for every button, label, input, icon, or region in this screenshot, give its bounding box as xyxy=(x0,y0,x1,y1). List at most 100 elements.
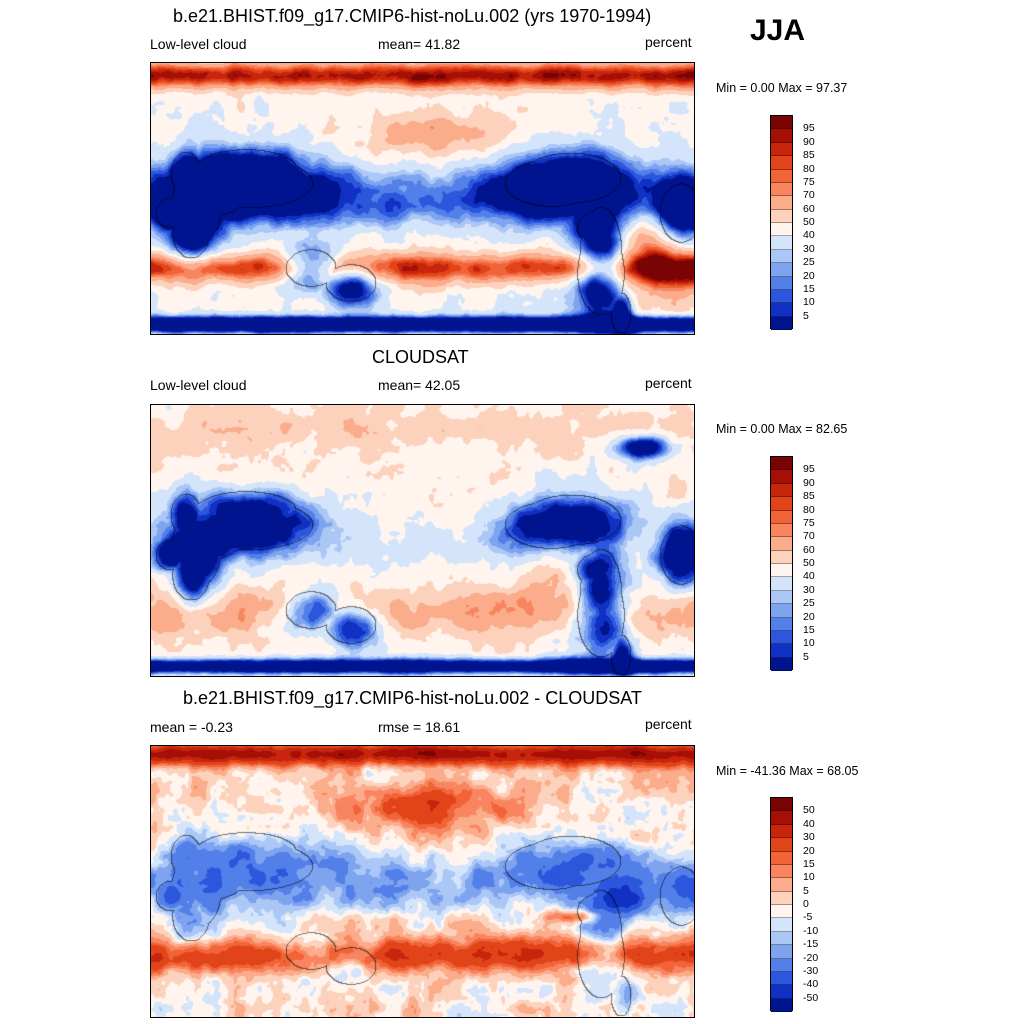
colorbar-tick-label: 80 xyxy=(803,162,815,175)
colorbar-swatch xyxy=(771,457,792,471)
colorbar-tick-label: 15 xyxy=(803,623,815,636)
colorbar-swatch xyxy=(771,918,792,932)
panel-3-minmax: Min = -41.36 Max = 68.05 xyxy=(716,764,859,778)
colorbar-swatch xyxy=(771,236,792,250)
colorbar-tick-label: 5 xyxy=(803,650,809,663)
colorbar-swatch xyxy=(771,604,792,618)
colorbar-swatch xyxy=(771,824,792,839)
season-label: JJA xyxy=(750,14,806,47)
colorbar-swatch xyxy=(771,590,792,605)
panel-2-title: CLOUDSAT xyxy=(372,347,469,367)
panel-2-minmax: Min = 0.00 Max = 82.65 xyxy=(716,422,848,436)
colorbar-tick-label: -50 xyxy=(803,991,819,1004)
colorbar-tick-label: 75 xyxy=(803,175,815,188)
colorbar-tick-label: 15 xyxy=(803,282,815,295)
colorbar-swatch xyxy=(771,905,792,919)
colorbar-tick-label: 50 xyxy=(803,804,815,817)
colorbar-swatch xyxy=(771,497,792,511)
colorbar-tick-label: 80 xyxy=(803,503,815,516)
panel-1-units-label: percent xyxy=(645,34,692,50)
colorbar-tick-label: 30 xyxy=(803,242,815,255)
colorbar-tick-label: 10 xyxy=(803,637,815,650)
cloud-field xyxy=(151,746,694,1017)
colorbar-tick-label: 25 xyxy=(803,256,815,269)
panel-2-mean-label: mean= 42.05 xyxy=(378,377,461,393)
colorbar-tick-label: 50 xyxy=(803,557,815,569)
colorbar-swatch xyxy=(771,483,792,498)
panel-3-mean-label: mean = -0.23 xyxy=(150,719,233,735)
cloud-field xyxy=(151,63,694,334)
colorbar-tick-label: 75 xyxy=(803,516,815,529)
colorbar-swatch xyxy=(771,864,792,879)
colorbar-swatch xyxy=(771,577,792,591)
panel-3-colorbar xyxy=(770,797,793,1012)
colorbar-swatch xyxy=(771,838,792,852)
colorbar-tick-label: 15 xyxy=(803,857,815,870)
colorbar-tick-label: 10 xyxy=(803,296,815,309)
colorbar-tick-label: 20 xyxy=(803,269,815,282)
colorbar-tick-label: 20 xyxy=(803,610,815,623)
colorbar-tick-label: 95 xyxy=(803,463,815,476)
colorbar-tick-label: 5 xyxy=(803,884,809,897)
panel-3-units-label: percent xyxy=(645,716,692,732)
colorbar-tick-label: -40 xyxy=(803,978,819,991)
colorbar-tick-label: -10 xyxy=(803,924,819,937)
colorbar-swatch xyxy=(771,958,792,972)
colorbar-tick-label: 95 xyxy=(803,122,815,135)
colorbar-tick-label: 90 xyxy=(803,476,815,489)
panel-1-colorbar xyxy=(770,115,793,330)
colorbar-swatch xyxy=(771,811,792,825)
colorbar-swatch xyxy=(771,510,792,524)
panel-2-map xyxy=(150,404,695,677)
colorbar-tick-label: 70 xyxy=(803,189,815,202)
colorbar-tick-label: 60 xyxy=(803,202,815,215)
colorbar-swatch xyxy=(771,931,792,946)
colorbar-tick-label: 85 xyxy=(803,490,815,503)
colorbar-swatch xyxy=(771,630,792,645)
colorbar-swatch xyxy=(771,316,792,330)
colorbar-tick-label: 5 xyxy=(803,309,809,322)
panel-1-left-label: Low-level cloud xyxy=(150,36,247,52)
colorbar-tick-label: -5 xyxy=(803,911,813,924)
colorbar-swatch xyxy=(771,564,792,578)
panel-1-map xyxy=(150,62,695,335)
colorbar-swatch xyxy=(771,617,792,631)
colorbar-tick-label: 70 xyxy=(803,530,815,543)
panel-3-map xyxy=(150,745,695,1018)
colorbar-tick-label: 40 xyxy=(803,570,815,583)
colorbar-swatch xyxy=(771,550,792,564)
colorbar-swatch xyxy=(771,249,792,264)
cloud-field xyxy=(151,405,694,676)
colorbar-swatch xyxy=(771,798,792,812)
panel-3-rmse-label: rmse = 18.61 xyxy=(378,719,461,735)
colorbar-swatch xyxy=(771,523,792,538)
colorbar-swatch xyxy=(771,182,792,197)
colorbar-tick-label: 60 xyxy=(803,543,815,556)
colorbar-tick-label: 20 xyxy=(803,844,815,857)
colorbar-swatch xyxy=(771,116,792,130)
colorbar-tick-label: -30 xyxy=(803,964,819,977)
colorbar-swatch xyxy=(771,851,792,865)
panel-3-title: b.e21.BHIST.f09_g17.CMIP6-hist-noLu.002 … xyxy=(183,688,642,708)
colorbar-swatch xyxy=(771,156,792,170)
colorbar-tick-label: 25 xyxy=(803,597,815,610)
colorbar-swatch xyxy=(771,971,792,986)
colorbar-swatch xyxy=(771,878,792,892)
colorbar-swatch xyxy=(771,303,792,317)
panel-2-colorbar xyxy=(770,456,793,671)
colorbar-swatch xyxy=(771,657,792,671)
colorbar-tick-label: 40 xyxy=(803,229,815,242)
colorbar-tick-label: 30 xyxy=(803,583,815,596)
colorbar-swatch xyxy=(771,891,792,905)
colorbar-tick-label: 0 xyxy=(803,898,809,910)
colorbar-tick-label: -20 xyxy=(803,951,819,964)
panel-1-minmax: Min = 0.00 Max = 97.37 xyxy=(716,81,848,95)
colorbar-tick-label: 10 xyxy=(803,871,815,884)
colorbar-swatch xyxy=(771,263,792,277)
colorbar-swatch xyxy=(771,945,792,959)
colorbar-swatch xyxy=(771,276,792,290)
colorbar-tick-label: 40 xyxy=(803,817,815,830)
colorbar-swatch xyxy=(771,644,792,658)
colorbar-tick-label: 30 xyxy=(803,831,815,844)
colorbar-swatch xyxy=(771,223,792,237)
